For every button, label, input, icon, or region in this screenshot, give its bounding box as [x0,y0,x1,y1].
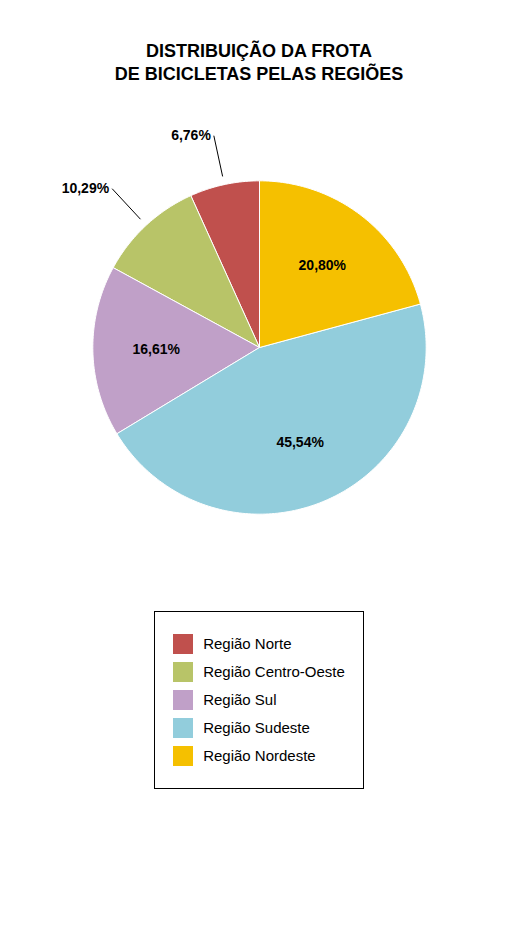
svg-text:20,80%: 20,80% [299,257,347,273]
svg-text:16,61%: 16,61% [132,341,180,357]
html-text:Região Sudeste: Região Sudeste [203,719,310,737]
svg-text:45,54%: 45,54% [276,434,324,450]
svg-text:10,29%: 10,29% [62,180,110,196]
html-text:Região Nordeste: Região Nordeste [203,747,316,765]
svg-text:6,76%: 6,76% [171,127,211,143]
html-text:Região Centro-Oeste: Região Centro-Oeste [203,663,345,681]
html-text:Região Norte: Região Norte [203,635,292,653]
html-text:Região Sul: Região Sul [203,691,277,709]
html-text:DISTRIBUIÇÃO DA FROTA DE BICIC: DISTRIBUIÇÃO DA FROTA DE BICICLETAS PELA… [114,41,404,85]
